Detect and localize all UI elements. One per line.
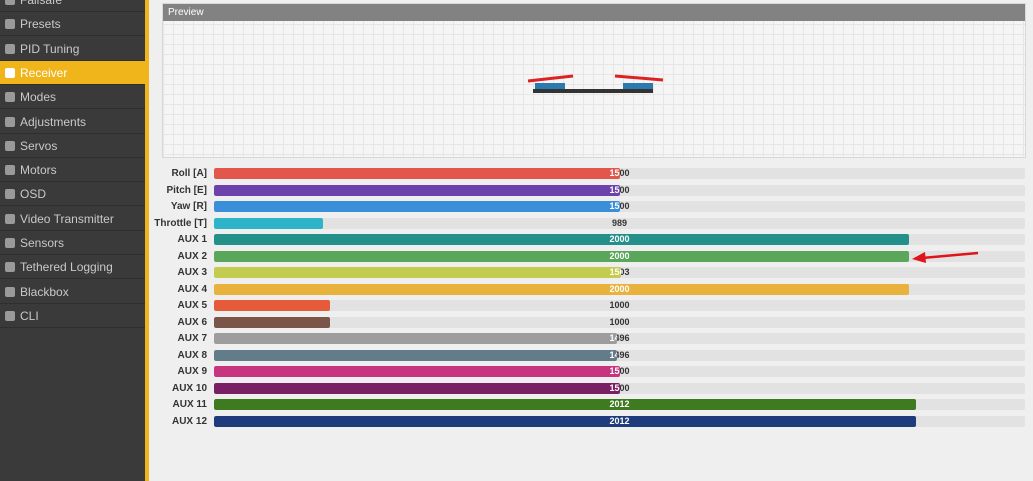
channel-bar: 1000 — [214, 316, 330, 328]
channel-track: 15001500 — [214, 382, 1025, 394]
channel-bar: 1500 — [214, 382, 620, 394]
frame — [533, 89, 653, 93]
preview-panel: Preview — [162, 3, 1026, 158]
channel-value: 1500 — [609, 366, 630, 376]
channel-bar: 1500 — [214, 366, 620, 377]
channel-value: 1496 — [609, 333, 630, 343]
nav-item[interactable]: Motors — [0, 158, 145, 183]
channel-bar: 2012 — [214, 415, 917, 427]
channel-track: 989 989 — [214, 217, 1025, 229]
channel-value: 989 — [611, 217, 628, 228]
channel-label: AUX 9 — [177, 366, 207, 377]
channel-value: 2012 — [609, 415, 630, 426]
channel-bar: 1500 — [214, 184, 620, 196]
channel-value: 1000 — [609, 300, 630, 310]
channel-label: AUX 12 — [171, 415, 207, 427]
channel-value: 2000 — [609, 250, 630, 261]
preview-title: Preview — [163, 4, 1025, 21]
channel-label: AUX 3 — [177, 267, 207, 278]
channel-bar: 1500 — [214, 201, 620, 212]
channel-value: 1503 — [609, 267, 621, 277]
annotation-arrow — [912, 251, 979, 263]
channel-label: AUX 2 — [177, 250, 207, 262]
channel-track: 1000 1000 — [214, 316, 1025, 328]
channel-value: 989 — [214, 218, 323, 229]
channel-bar: 989 — [214, 217, 324, 229]
prop — [527, 74, 574, 83]
nav-item[interactable]: Receiver — [0, 60, 145, 85]
channel-label: AUX 10 — [171, 382, 207, 394]
nav-item[interactable]: Adjustments — [0, 110, 145, 134]
channel-track: 1000 1000 — [214, 300, 1025, 311]
channel-track: 15001500 — [214, 168, 1025, 179]
channel-label: AUX 6 — [177, 316, 207, 328]
channel-label: AUX 5 — [177, 300, 207, 311]
channel-value: 1500 — [609, 382, 620, 393]
nav-item[interactable]: PID Tuning — [0, 37, 145, 61]
channel-value: 1000 — [214, 300, 330, 311]
sidebar: Failsafe Presets PID Tuning Receiver Modes Ad… — [0, 0, 149, 481]
channel-value: 2012 — [609, 399, 630, 409]
channel-track: 15031503 — [214, 267, 1025, 278]
model — [527, 74, 664, 93]
nav-item[interactable]: Presets — [0, 12, 145, 37]
channel-value: 1500 — [609, 184, 620, 195]
channel-label: Roll [A] — [171, 168, 207, 179]
motor — [623, 83, 653, 89]
channel-value: 1496 — [609, 349, 618, 360]
channel-bar: 1496 — [214, 333, 618, 344]
channel-value: 1500 — [609, 366, 620, 376]
channel-label: AUX 8 — [177, 349, 207, 361]
channel-label: Yaw [R] — [170, 201, 207, 212]
channel-value: 2000 — [609, 234, 630, 244]
nav-item[interactable]: Failsafe — [0, 0, 145, 12]
prop — [614, 74, 664, 82]
channel-label: Throttle [T] — [154, 217, 207, 229]
channel-label: AUX 11 — [172, 399, 207, 410]
nav-item[interactable]: Blackbox — [0, 280, 145, 304]
channel-track: 20122012 — [214, 399, 1025, 410]
channel-track: 20122012 — [214, 415, 1025, 427]
channel-bar: 1503 — [214, 267, 622, 278]
channel-track: 20002000 — [214, 283, 1025, 295]
channel-label: AUX 1 — [177, 234, 207, 245]
channel-track: 15001500 — [214, 201, 1025, 212]
channel-track: 14961496 — [214, 349, 1025, 361]
channel-label: AUX 7 — [177, 333, 207, 344]
channel-value: 1496 — [609, 333, 618, 343]
channel-label: AUX 4 — [177, 283, 207, 295]
channel-value: 1496 — [609, 349, 630, 360]
channel-bar: 1500 — [214, 168, 620, 179]
channel-track: 15001500 — [214, 184, 1025, 196]
channel-value: 1500 — [609, 201, 620, 211]
channel-value: 1000 — [609, 316, 630, 327]
channel-value: 2000 — [609, 283, 630, 294]
nav-item[interactable]: CLI — [0, 304, 145, 328]
channel-value: 1500 — [609, 168, 620, 178]
nav-item[interactable]: Tethered Logging — [0, 255, 145, 280]
channel-value: 1500 — [609, 184, 630, 195]
channel-bar: 1000 — [214, 300, 330, 311]
channel-track: 15001500 — [214, 366, 1025, 377]
channel-bar: 2000 — [214, 283, 910, 295]
channel-track: 14961496 — [214, 333, 1025, 344]
channel-track: 20002000 — [214, 234, 1025, 245]
channel-bar: 2000 — [214, 234, 910, 245]
channel-bar: 2012 — [214, 399, 917, 410]
nav-item[interactable]: Modes — [0, 85, 145, 110]
nav-item[interactable]: Servos — [0, 134, 145, 158]
channel-value: 1500 — [609, 201, 630, 211]
nav-item[interactable]: Sensors — [0, 231, 145, 255]
nav-item[interactable]: OSD — [0, 182, 145, 207]
channel-value: 1500 — [609, 168, 630, 178]
channel-label: Pitch [E] — [166, 184, 207, 196]
motor — [535, 83, 565, 89]
channel-bar: 1496 — [214, 349, 618, 361]
channel-bar: 2000 — [214, 250, 910, 262]
channel-value: 1500 — [609, 382, 630, 393]
channel-track: 20002000 — [214, 250, 1025, 262]
nav-item[interactable]: Video Transmitter — [0, 207, 145, 231]
channel-value: 1000 — [214, 317, 330, 328]
